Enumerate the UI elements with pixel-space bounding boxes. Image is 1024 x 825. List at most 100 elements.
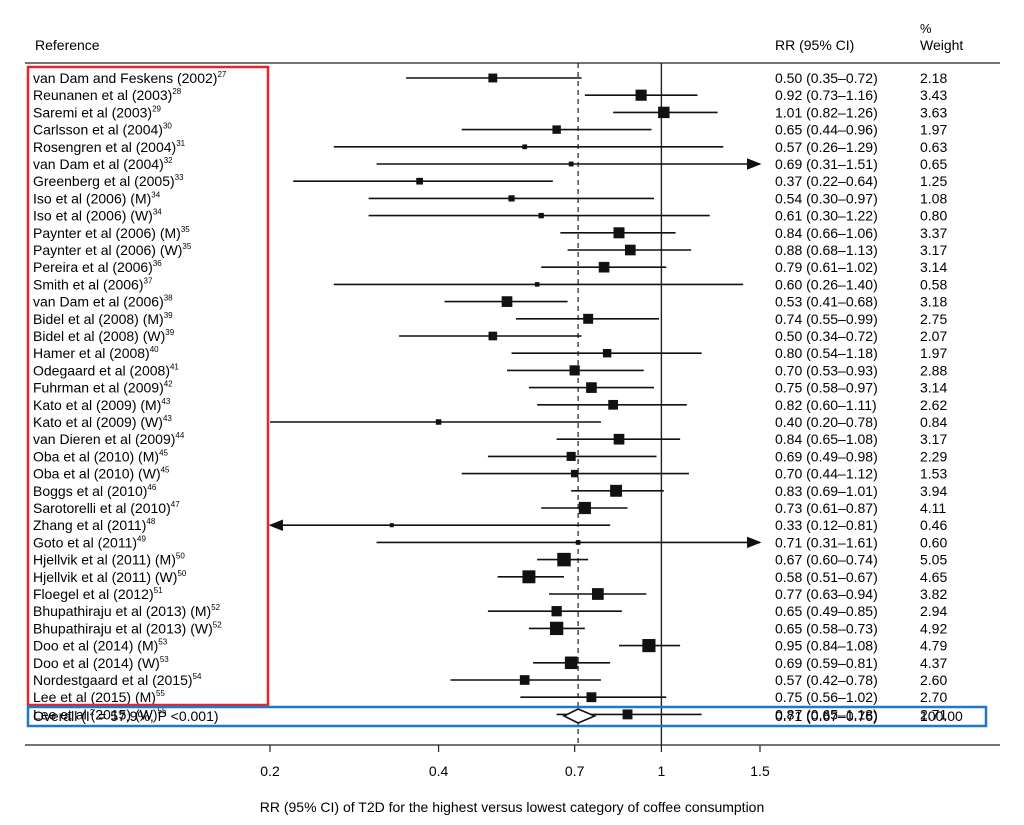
x-axis: 0.2 0.4 0.7 1 1.5 — [260, 745, 770, 779]
study-label: Carlsson et al (2004)30 — [33, 122, 172, 138]
study-row: Hjellvik et al (2011) (W)50 0.58 (0.51–0.… — [33, 569, 947, 585]
weight-value: 3.17 — [920, 242, 947, 258]
ci-value: 0.70 (0.44–1.12) — [775, 466, 878, 482]
ci-value: 0.50 (0.35–0.72) — [775, 70, 878, 86]
study-row: Bhupathiraju et al (2013) (W)52 0.65 (0.5… — [33, 620, 947, 636]
weight-value: 0.46 — [920, 517, 947, 533]
point-estimate-square — [575, 540, 581, 545]
weight-value: 1.53 — [920, 466, 947, 482]
point-estimate-square — [488, 73, 498, 83]
point-estimate-square — [552, 125, 561, 134]
x-tick-label: 0.4 — [429, 763, 449, 779]
ci-value: 0.33 (0.12–0.81) — [775, 517, 878, 533]
study-row: Bidel et al (2008) (W)39 0.50 (0.34–0.72)… — [33, 328, 947, 344]
study-label: Odegaard et al (2008)41 — [33, 362, 179, 378]
study-citation-superscript: 28 — [172, 87, 181, 96]
point-estimate-square — [586, 692, 597, 703]
ci-value: 0.40 (0.20–0.78) — [775, 414, 878, 430]
study-row: Boggs et al (2010)46 0.83 (0.69–1.01) 3.94 — [33, 483, 947, 499]
study-row: Doo et al (2014) (M)53 0.95 (0.84–1.08) 4.… — [33, 638, 947, 654]
study-citation-superscript: 50 — [177, 569, 186, 578]
point-estimate-square — [613, 227, 625, 239]
study-citation-superscript: 43 — [163, 414, 172, 423]
ci-value: 0.69 (0.59–0.81) — [775, 655, 878, 671]
weight-value: 2.62 — [920, 397, 947, 413]
ci-value: 0.69 (0.31–1.51) — [775, 156, 878, 172]
study-label: Kato et al (2009) (W)43 — [33, 414, 172, 430]
study-row: Hamer et al (2008)40 0.80 (0.54–1.18) 1.97 — [33, 345, 947, 361]
weight-value: 0.80 — [920, 208, 947, 224]
ci-value: 0.57 (0.26–1.29) — [775, 139, 878, 155]
study-citation-superscript: 53 — [158, 638, 167, 647]
x-axis-label: RR (95% CI) of T2D for the highest versu… — [260, 799, 765, 815]
ci-value: 0.37 (0.22–0.64) — [775, 173, 878, 189]
study-row: Iso et al (2006) (M)34 0.54 (0.30–0.97) 1.… — [33, 190, 947, 206]
point-estimate-square — [389, 523, 394, 528]
study-row: Iso et al (2006) (W)34 0.61 (0.30–1.22) 0.… — [33, 208, 947, 224]
point-estimate-square — [557, 552, 571, 567]
study-label: Reunanen et al (2003)28 — [33, 87, 182, 103]
study-label: Doo et al (2014) (M)53 — [33, 638, 168, 654]
point-estimate-square — [534, 282, 540, 287]
study-label: Bhupathiraju et al (2013) (W)52 — [33, 620, 222, 636]
ci-value: 0.65 (0.44–0.96) — [775, 122, 878, 138]
point-estimate-square — [522, 144, 528, 150]
study-row: Doo et al (2014) (W)53 0.69 (0.59–0.81) 4.… — [33, 655, 947, 671]
overall-row: Overall (I2 = 57.9%, P <0.001) 0.71 (0.67… — [33, 708, 963, 724]
ci-value: 0.88 (0.68–1.13) — [775, 242, 878, 258]
study-row: Pereira et al (2006)36 0.79 (0.61–1.02) 3.… — [33, 259, 947, 275]
study-label: Lee et al (2015) (M)55 — [33, 689, 165, 705]
weight-value: 4.92 — [920, 620, 947, 636]
study-row: Sarotorelli et al (2010)47 0.73 (0.61–0.8… — [33, 500, 946, 516]
study-citation-superscript: 36 — [153, 259, 162, 268]
reference-list-highlight-box — [26, 65, 270, 707]
point-estimate-square — [519, 675, 530, 685]
ci-value: 0.61 (0.30–1.22) — [775, 208, 878, 224]
weight-value: 4.65 — [920, 569, 947, 585]
study-row: Hjellvik et al (2011) (M)50 0.67 (0.60–0.… — [33, 552, 947, 568]
point-estimate-square — [608, 399, 618, 410]
weight-value: 2.88 — [920, 362, 947, 378]
study-row: Goto et al (2011)49 0.71 (0.31–1.61) 0.60 — [33, 534, 947, 550]
study-row: Zhang et al (2011)48 0.33 (0.12–0.81) 0.46 — [33, 517, 947, 533]
point-estimate-square — [416, 177, 423, 185]
study-label: Zhang et al (2011)48 — [33, 517, 156, 533]
weight-value: 3.14 — [920, 380, 947, 396]
overall-ci-value: 0.71 (0.67–0.76) — [775, 708, 878, 724]
study-row: van Dam and Feskens (2002)27 0.50 (0.35–0… — [33, 70, 947, 86]
weight-value: 2.07 — [920, 328, 947, 344]
study-row: Reunanen et al (2003)28 0.92 (0.73–1.16) 3… — [33, 87, 947, 103]
study-citation-superscript: 51 — [154, 586, 163, 595]
study-citation-superscript: 30 — [163, 122, 172, 131]
ci-value: 0.77 (0.63–0.94) — [775, 586, 878, 602]
study-row: Odegaard et al (2008)41 0.70 (0.53–0.93) 2… — [33, 362, 947, 378]
point-estimate-square — [508, 195, 515, 202]
x-tick-label: 1 — [657, 763, 665, 779]
overall-row-highlight-box — [26, 705, 988, 728]
study-citation-superscript: 32 — [164, 156, 173, 165]
weight-value: 5.05 — [920, 552, 947, 568]
weight-value: 2.94 — [920, 603, 947, 619]
study-label: Floegel et al (2012)51 — [33, 586, 163, 602]
weight-value: 0.84 — [920, 414, 947, 430]
study-label: Nordestgaard et al (2015)54 — [33, 672, 202, 688]
study-row: van Dam et al (2004)32 0.69 (0.31–1.51) 0.… — [33, 156, 947, 172]
study-label: Saremi et al (2003)29 — [33, 104, 162, 120]
study-row: Lee et al (2015) (W)55 0.87 (0.65–1.18) 2.… — [33, 706, 947, 722]
ci-value: 0.54 (0.30–0.97) — [775, 190, 878, 206]
study-citation-superscript: 49 — [137, 534, 146, 543]
weight-value: 2.71 — [920, 706, 947, 722]
study-citation-superscript: 39 — [165, 328, 174, 337]
study-citation-superscript: 38 — [164, 294, 173, 303]
study-label: Rosengren et al (2004)31 — [33, 139, 186, 155]
study-row: Greenberg et al (2005)33 0.37 (0.22–0.64)… — [33, 173, 947, 189]
overall-label: Overall (I2 = 57.9%, P <0.001) — [33, 708, 219, 724]
study-row: Floegel et al (2012)51 0.77 (0.63–0.94) 3.… — [33, 586, 947, 602]
study-citation-superscript: 31 — [176, 139, 185, 148]
study-citation-superscript: 47 — [171, 500, 180, 509]
study-citation-superscript: 46 — [147, 483, 156, 492]
ci-value: 0.58 (0.51–0.67) — [775, 569, 878, 585]
ci-value: 0.71 (0.31–1.61) — [775, 534, 878, 550]
study-citation-superscript: 44 — [175, 431, 184, 440]
ci-value: 0.57 (0.42–0.78) — [775, 672, 878, 688]
